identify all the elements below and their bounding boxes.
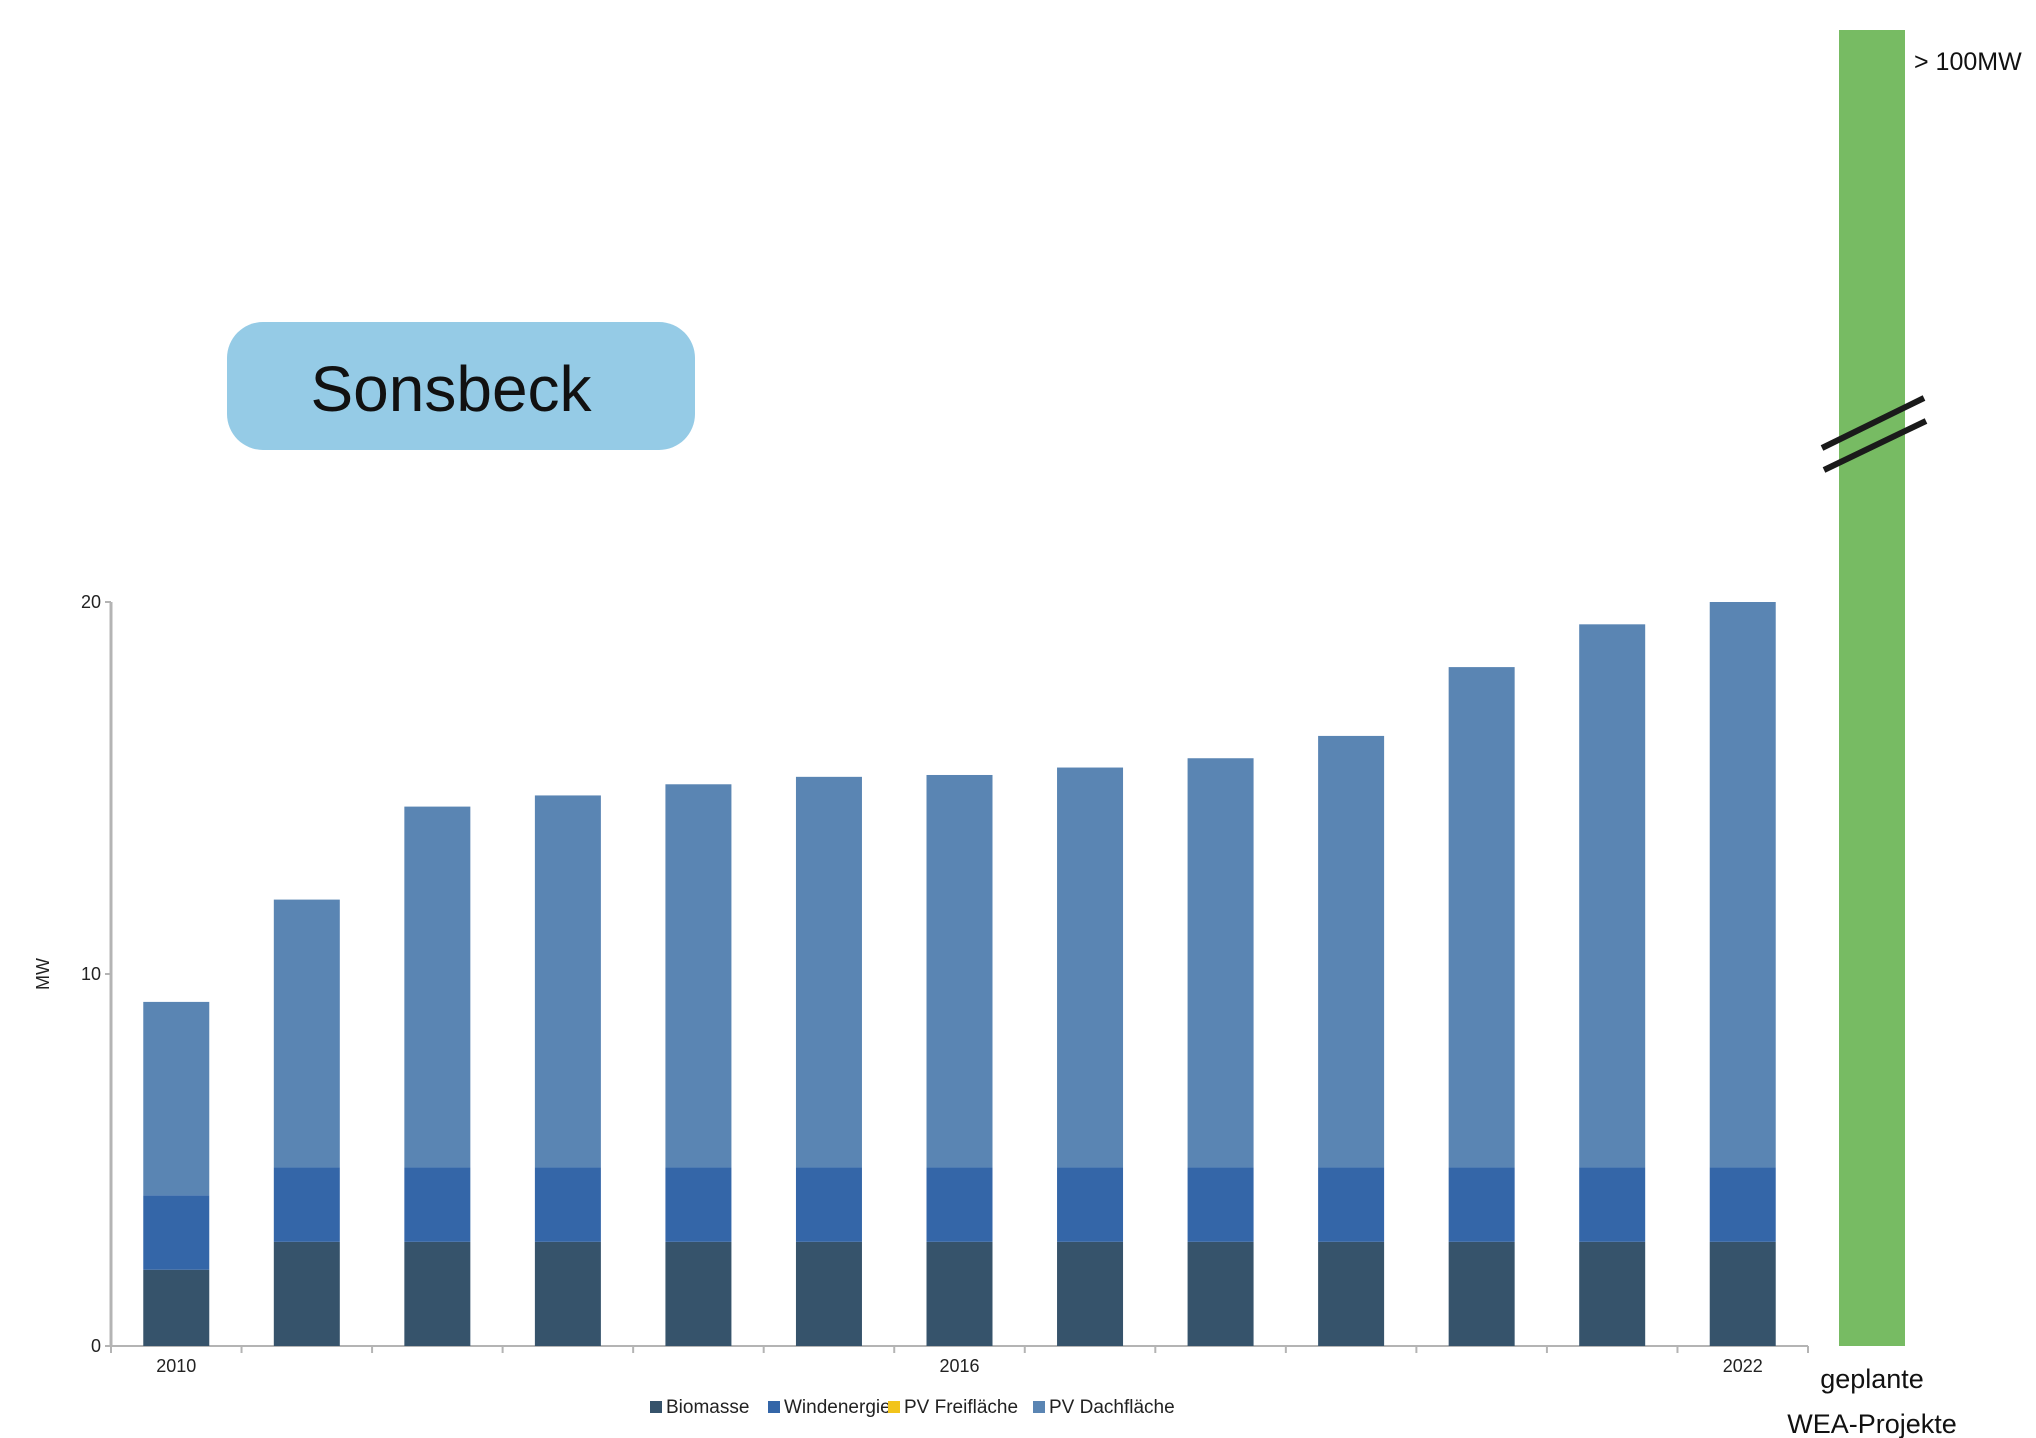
bar-segment xyxy=(143,1195,210,1270)
bar-segment xyxy=(665,1241,732,1346)
planned-value-label: > 100MW xyxy=(1914,48,2022,76)
planned-category-label-line1: geplante xyxy=(1820,1364,1924,1394)
bar-segment xyxy=(534,1241,601,1346)
bar-segment xyxy=(1318,735,1385,1168)
bar-segment xyxy=(143,1269,210,1346)
bar-segment xyxy=(665,1167,732,1242)
x-tick-label: 2016 xyxy=(939,1356,979,1376)
planned-category-label-line2: WEA-Projekte xyxy=(1787,1409,1957,1438)
legend-label: Windenergie xyxy=(784,1397,891,1418)
bar-segment xyxy=(926,774,993,1168)
title-box xyxy=(227,322,695,450)
y-tick-label: 10 xyxy=(81,964,101,984)
legend-swatch xyxy=(768,1401,780,1413)
bar-segment xyxy=(1448,667,1515,1168)
bar-segment xyxy=(143,1001,210,1196)
bar-segment xyxy=(1448,1241,1515,1346)
axis-break-mark-upper xyxy=(1820,395,1926,451)
bar-segment xyxy=(1709,602,1776,1168)
legend-swatch xyxy=(650,1401,662,1413)
bar-segment xyxy=(273,1241,340,1346)
bar-segment xyxy=(1579,624,1646,1168)
bar-segment xyxy=(1057,767,1124,1168)
planned-bar xyxy=(1839,30,1905,1346)
y-tick-label: 20 xyxy=(81,592,101,612)
bar-segment xyxy=(795,1241,862,1346)
bar-segment xyxy=(273,1167,340,1242)
tick-labels: 0 10 20 2010 2016 2022 xyxy=(81,592,1763,1376)
bar-segment xyxy=(404,806,471,1168)
legend: Biomasse Windenergie PV Freifläche PV Dachf… xyxy=(650,1397,1175,1418)
legend-label: PV Freifläche xyxy=(904,1397,1018,1418)
y-tick-label: 0 xyxy=(91,1336,101,1356)
bar-segment xyxy=(665,784,732,1168)
bar-segment xyxy=(404,1167,471,1242)
bar-segment xyxy=(273,899,340,1168)
axis-break-mark-lower xyxy=(1822,418,1928,473)
legend-swatch xyxy=(888,1401,900,1413)
legend-label: Biomasse xyxy=(666,1397,749,1418)
bar-segment xyxy=(1187,1167,1254,1242)
bar-segment xyxy=(926,1167,993,1242)
bar-segment xyxy=(926,1241,993,1346)
legend-swatch xyxy=(1033,1401,1045,1413)
y-axis-label: MW xyxy=(33,958,53,990)
bar-segment xyxy=(1057,1167,1124,1242)
bar-segment xyxy=(1448,1167,1515,1242)
bar-segment xyxy=(534,795,601,1168)
bar-segment xyxy=(1187,758,1254,1168)
bar-segment xyxy=(1187,1241,1254,1346)
bar-segment xyxy=(1318,1167,1385,1242)
chart-title: Sonsbeck xyxy=(310,353,592,425)
bar-segment xyxy=(1579,1167,1646,1242)
bar-segment xyxy=(1709,1167,1776,1242)
bar-segment xyxy=(404,1241,471,1346)
bar-segment xyxy=(795,776,862,1168)
bar-segment xyxy=(534,1167,601,1242)
bars xyxy=(143,602,1776,1346)
legend-label: PV Dachfläche xyxy=(1049,1397,1175,1418)
x-tick-label: 2022 xyxy=(1723,1356,1763,1376)
bar-segment xyxy=(1709,1241,1776,1346)
bar-segment xyxy=(1579,1241,1646,1346)
bar-segment xyxy=(795,1167,862,1242)
x-tick-label: 2010 xyxy=(156,1356,196,1376)
bar-segment xyxy=(1318,1241,1385,1346)
bar-segment xyxy=(1057,1241,1124,1346)
